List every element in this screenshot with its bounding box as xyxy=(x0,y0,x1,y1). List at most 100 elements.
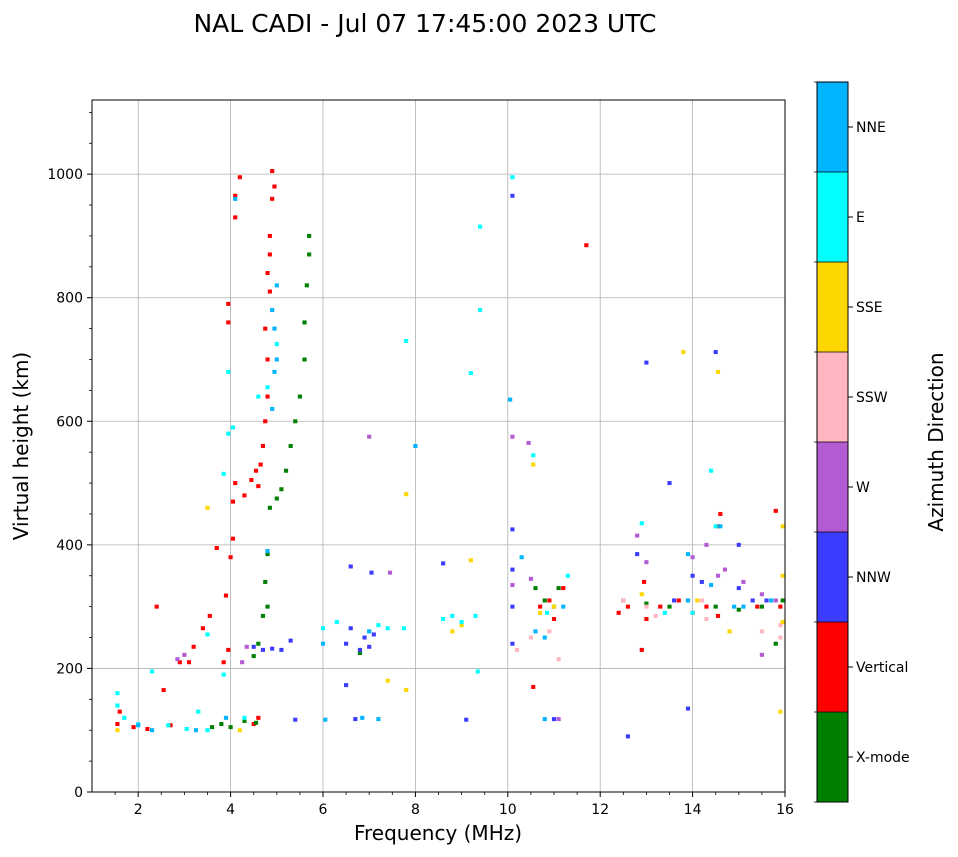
point-nnw xyxy=(690,573,695,578)
point-vertical xyxy=(616,610,621,615)
point-x-mode xyxy=(265,604,270,609)
y-tick-label: 200 xyxy=(56,661,83,677)
x-tick-label: 12 xyxy=(591,802,609,818)
point-nnw xyxy=(625,734,630,739)
point-nnw xyxy=(713,350,718,355)
point-vertical xyxy=(230,499,235,504)
point-nnw xyxy=(441,561,446,566)
point-x-mode xyxy=(542,598,547,603)
point-vertical xyxy=(221,660,226,665)
point-e xyxy=(205,728,210,733)
point-nnw xyxy=(279,647,284,652)
point-vertical xyxy=(265,271,270,275)
point-nne xyxy=(233,196,238,201)
point-nne xyxy=(367,629,372,634)
point-x-mode xyxy=(288,444,293,448)
point-vertical xyxy=(551,617,557,621)
colorbar-label-nne: NNE xyxy=(856,120,886,136)
point-nnw xyxy=(251,644,256,649)
point-ssw xyxy=(778,623,783,628)
point-vertical xyxy=(223,593,229,598)
x-tick-label: 6 xyxy=(319,802,328,818)
point-e xyxy=(450,613,455,618)
point-nnw xyxy=(371,632,376,637)
point-nnw xyxy=(353,717,358,722)
point-sse xyxy=(459,623,464,628)
point-w xyxy=(773,598,778,603)
point-x-mode xyxy=(556,586,561,591)
y-tick-label: 400 xyxy=(56,538,83,554)
point-nnw xyxy=(367,644,372,649)
x-tick-label: 4 xyxy=(226,802,235,818)
x-tick-label: 8 xyxy=(411,802,420,818)
point-sse xyxy=(404,492,409,497)
point-nnw xyxy=(672,598,677,603)
point-w xyxy=(244,644,249,649)
grid-lines xyxy=(92,100,786,793)
point-x-mode xyxy=(773,641,778,646)
point-vertical xyxy=(704,604,709,609)
point-vertical xyxy=(186,660,192,665)
point-w xyxy=(715,573,721,578)
point-x-mode xyxy=(210,725,215,730)
point-x-mode xyxy=(713,604,718,609)
point-x-mode xyxy=(759,604,764,609)
point-vertical xyxy=(644,617,649,621)
point-w xyxy=(367,434,372,439)
colorbar-segment xyxy=(817,172,848,262)
y-tick-label: 600 xyxy=(56,414,83,430)
point-nne xyxy=(376,717,381,722)
point-vertical xyxy=(658,604,663,609)
point-vertical xyxy=(249,477,254,482)
point-nne xyxy=(265,549,270,554)
point-x-mode xyxy=(644,601,649,606)
point-x-mode xyxy=(267,505,272,510)
point-nne xyxy=(542,635,547,640)
point-vertical xyxy=(226,301,231,306)
point-x-mode xyxy=(667,604,672,609)
point-vertical xyxy=(272,184,277,189)
colorbar-frame xyxy=(816,81,849,803)
point-sse xyxy=(639,592,644,597)
point-nne xyxy=(320,641,326,646)
point-vertical xyxy=(115,722,120,727)
point-w xyxy=(510,434,515,439)
point-vertical xyxy=(251,722,256,727)
point-sse xyxy=(778,709,783,714)
point-vertical xyxy=(267,289,272,294)
point-nnw xyxy=(357,647,363,652)
point-ssw xyxy=(704,617,709,621)
point-e xyxy=(385,626,390,631)
point-w xyxy=(722,567,728,572)
point-nnw xyxy=(362,635,367,640)
colorbar-label-sse: SSE xyxy=(856,300,883,316)
point-w xyxy=(510,583,515,588)
point-vertical xyxy=(145,726,150,731)
y-tick-label: 800 xyxy=(56,291,83,307)
plot-frame xyxy=(91,99,786,793)
point-vertical xyxy=(237,175,242,180)
point-nnw xyxy=(551,717,557,722)
point-sse xyxy=(531,462,536,467)
point-nnw xyxy=(699,579,704,584)
point-vertical xyxy=(131,725,136,730)
point-sse xyxy=(551,604,557,609)
colorbar-segment xyxy=(817,262,848,352)
point-nnw xyxy=(644,360,649,365)
colorbar-label-w: W xyxy=(856,480,870,496)
point-vertical xyxy=(778,604,783,609)
point-w xyxy=(741,579,746,584)
point-vertical xyxy=(263,326,268,331)
point-vertical xyxy=(207,613,212,618)
point-vertical xyxy=(168,723,173,728)
point-vertical xyxy=(256,715,261,720)
point-nne xyxy=(413,444,418,448)
point-vertical xyxy=(561,586,566,591)
colorbar-label: Azimuth Direction xyxy=(924,352,948,531)
point-vertical xyxy=(226,320,231,325)
point-vertical xyxy=(214,545,219,550)
point-e xyxy=(478,308,483,313)
point-e xyxy=(690,610,695,615)
point-w xyxy=(556,717,561,722)
